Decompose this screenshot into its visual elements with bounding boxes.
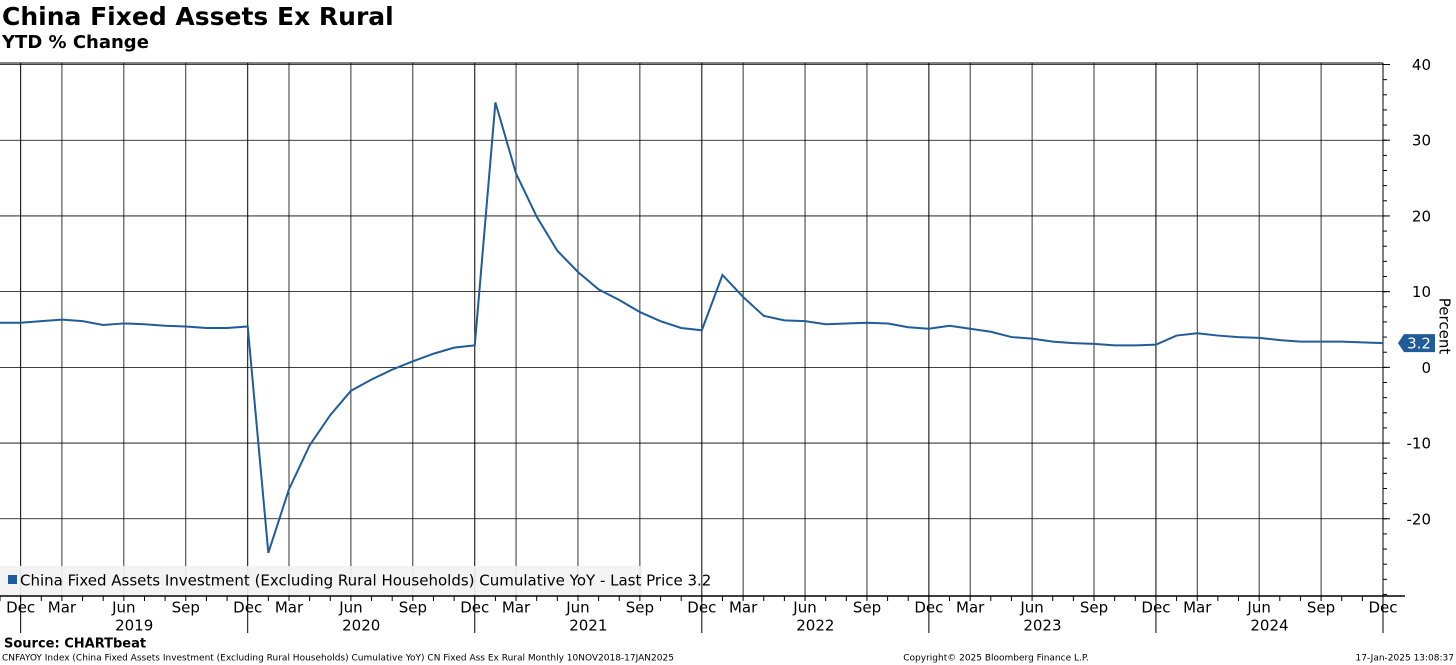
x-year-label: 2023 [1023, 617, 1061, 635]
footer-left: CNFAYOY Index (China Fixed Assets Invest… [2, 654, 674, 664]
x-tick-label: Dec [1141, 599, 1170, 617]
data-line [0, 102, 1384, 554]
legend-box [0, 566, 642, 595]
y-tick-label: 10 [1412, 283, 1431, 301]
y-tick-label: -20 [1407, 510, 1432, 528]
chart-title: China Fixed Assets Ex Rural [2, 2, 394, 31]
x-year-label: 2022 [796, 617, 834, 635]
x-tick-label: Dec [1368, 599, 1397, 617]
x-year-label: 2020 [342, 617, 380, 635]
x-year-label: 2021 [569, 617, 607, 635]
legend-label: China Fixed Assets Investment (Excluding… [20, 572, 711, 590]
x-tick-label: Mar [1183, 599, 1212, 617]
y-tick-label: 20 [1412, 207, 1431, 225]
y-axis-label: Percent [1436, 298, 1454, 355]
source: Source: CHARTbeat [4, 637, 146, 652]
x-tick-label: Sep [1080, 599, 1108, 617]
y-tick-label: 30 [1412, 132, 1431, 150]
x-tick-label: Sep [626, 599, 654, 617]
x-tick-label: Jun [111, 599, 135, 617]
last-value-tag [1398, 334, 1435, 353]
x-tick-label: Sep [399, 599, 427, 617]
x-tick-label: Mar [729, 599, 758, 617]
x-tick-label: Sep [1307, 599, 1335, 617]
x-tick-label: Jun [1019, 599, 1043, 617]
x-year-label: 2024 [1250, 617, 1288, 635]
y-tick-label: 0 [1421, 359, 1431, 377]
x-year-label: 2019 [115, 617, 153, 635]
chart-subtitle: YTD % Change [1, 32, 149, 53]
x-tick-label: Dec [233, 599, 262, 617]
x-tick-label: Mar [502, 599, 531, 617]
x-tick-label: Mar [956, 599, 985, 617]
x-tick-label: Dec [687, 599, 716, 617]
footer-right: 17-Jan-2025 13:08:37 [1355, 654, 1454, 664]
y-tick-label: 40 [1412, 56, 1431, 74]
x-tick-label: Dec [914, 599, 943, 617]
x-tick-label: Sep [172, 599, 200, 617]
y-tick-label: -10 [1407, 435, 1432, 453]
x-tick-label: Jun [338, 599, 362, 617]
x-tick-label: Sep [853, 599, 881, 617]
x-tick-label: Jun [565, 599, 589, 617]
x-tick-label: Mar [275, 599, 304, 617]
footer-center: Copyright© 2025 Bloomberg Finance L.P. [903, 654, 1088, 664]
x-tick-label: Dec [460, 599, 489, 617]
x-tick-label: Dec [6, 599, 35, 617]
last-value-label: 3.2 [1407, 335, 1431, 353]
x-tick-label: Jun [792, 599, 816, 617]
x-tick-label: Jun [1246, 599, 1270, 617]
x-tick-label: Mar [48, 599, 77, 617]
legend-swatch [8, 575, 17, 584]
